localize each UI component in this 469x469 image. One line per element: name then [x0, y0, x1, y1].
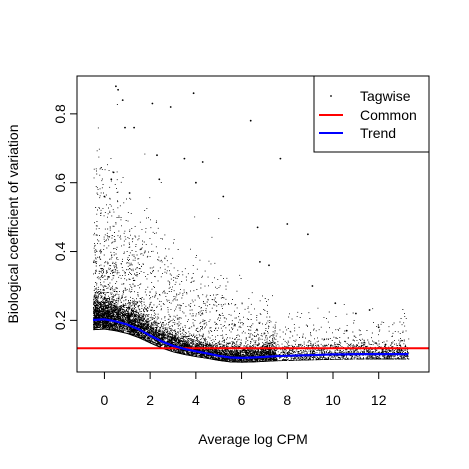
tagwise-point — [169, 106, 172, 108]
x-tick-label: 2 — [146, 392, 154, 408]
tagwise-point — [334, 302, 337, 305]
legend: Tagwise Common Trend — [313, 75, 430, 153]
tagwise-point — [201, 161, 204, 163]
x-tick-label: 12 — [371, 392, 387, 408]
tagwise-point — [156, 154, 158, 157]
y-tick-label: 0.2 — [52, 310, 68, 330]
tagwise-point — [117, 88, 119, 91]
tagwise-point — [183, 157, 186, 160]
x-axis-label: Average log CPM — [198, 431, 307, 447]
legend-label-common: Common — [360, 107, 417, 123]
tagwise-point — [286, 223, 289, 225]
lines-layer — [77, 318, 429, 359]
legend-label-trend: Trend — [360, 125, 396, 141]
x-tick-label: 0 — [101, 392, 109, 408]
y-axis-label: Biological coefficient of variation — [5, 125, 21, 324]
tagwise-point — [124, 126, 126, 129]
tagwise-point — [396, 350, 398, 353]
tagwise-point — [279, 157, 282, 160]
x-axis: 0 2 4 6 8 10 12 — [101, 371, 387, 408]
tagwise-point — [311, 285, 314, 287]
x-tick-label: 4 — [192, 392, 200, 408]
tagwise-point — [259, 261, 261, 263]
tagwise-point — [115, 85, 117, 88]
tagwise-point — [368, 309, 371, 311]
tagwise-point — [112, 171, 115, 174]
y-tick-label: 0.4 — [52, 242, 68, 262]
tagwise-point — [158, 178, 161, 181]
tagwise-point — [249, 119, 252, 122]
tagwise-point — [377, 326, 380, 329]
legend-marker-tagwise — [330, 95, 332, 97]
y-axis: 0.2 0.4 0.6 0.8 — [52, 104, 78, 330]
tagwise-point — [384, 343, 387, 346]
y-tick-label: 0.6 — [52, 173, 68, 193]
tagwise-point — [345, 329, 348, 332]
tagwise-point — [268, 264, 270, 267]
tagwise-point — [151, 102, 154, 105]
trend-line — [92, 318, 409, 359]
tagwise-point — [110, 178, 113, 181]
tagwise-point — [128, 192, 131, 194]
tagwise-point — [222, 195, 225, 198]
tagwise-point — [133, 126, 136, 129]
legend-label-tagwise: Tagwise — [360, 88, 411, 104]
tagwise-point — [192, 92, 195, 95]
tagwise-point — [103, 195, 106, 198]
x-tick-label: 10 — [325, 392, 341, 408]
tagwise-point — [307, 233, 309, 236]
x-tick-label: 6 — [238, 392, 246, 408]
tagwise-point — [121, 99, 124, 101]
tagwise-point — [256, 226, 259, 229]
tagwise-point — [195, 181, 197, 184]
x-tick-label: 8 — [283, 392, 291, 408]
y-tick-label: 0.8 — [52, 104, 68, 124]
tagwise-point — [355, 312, 357, 315]
